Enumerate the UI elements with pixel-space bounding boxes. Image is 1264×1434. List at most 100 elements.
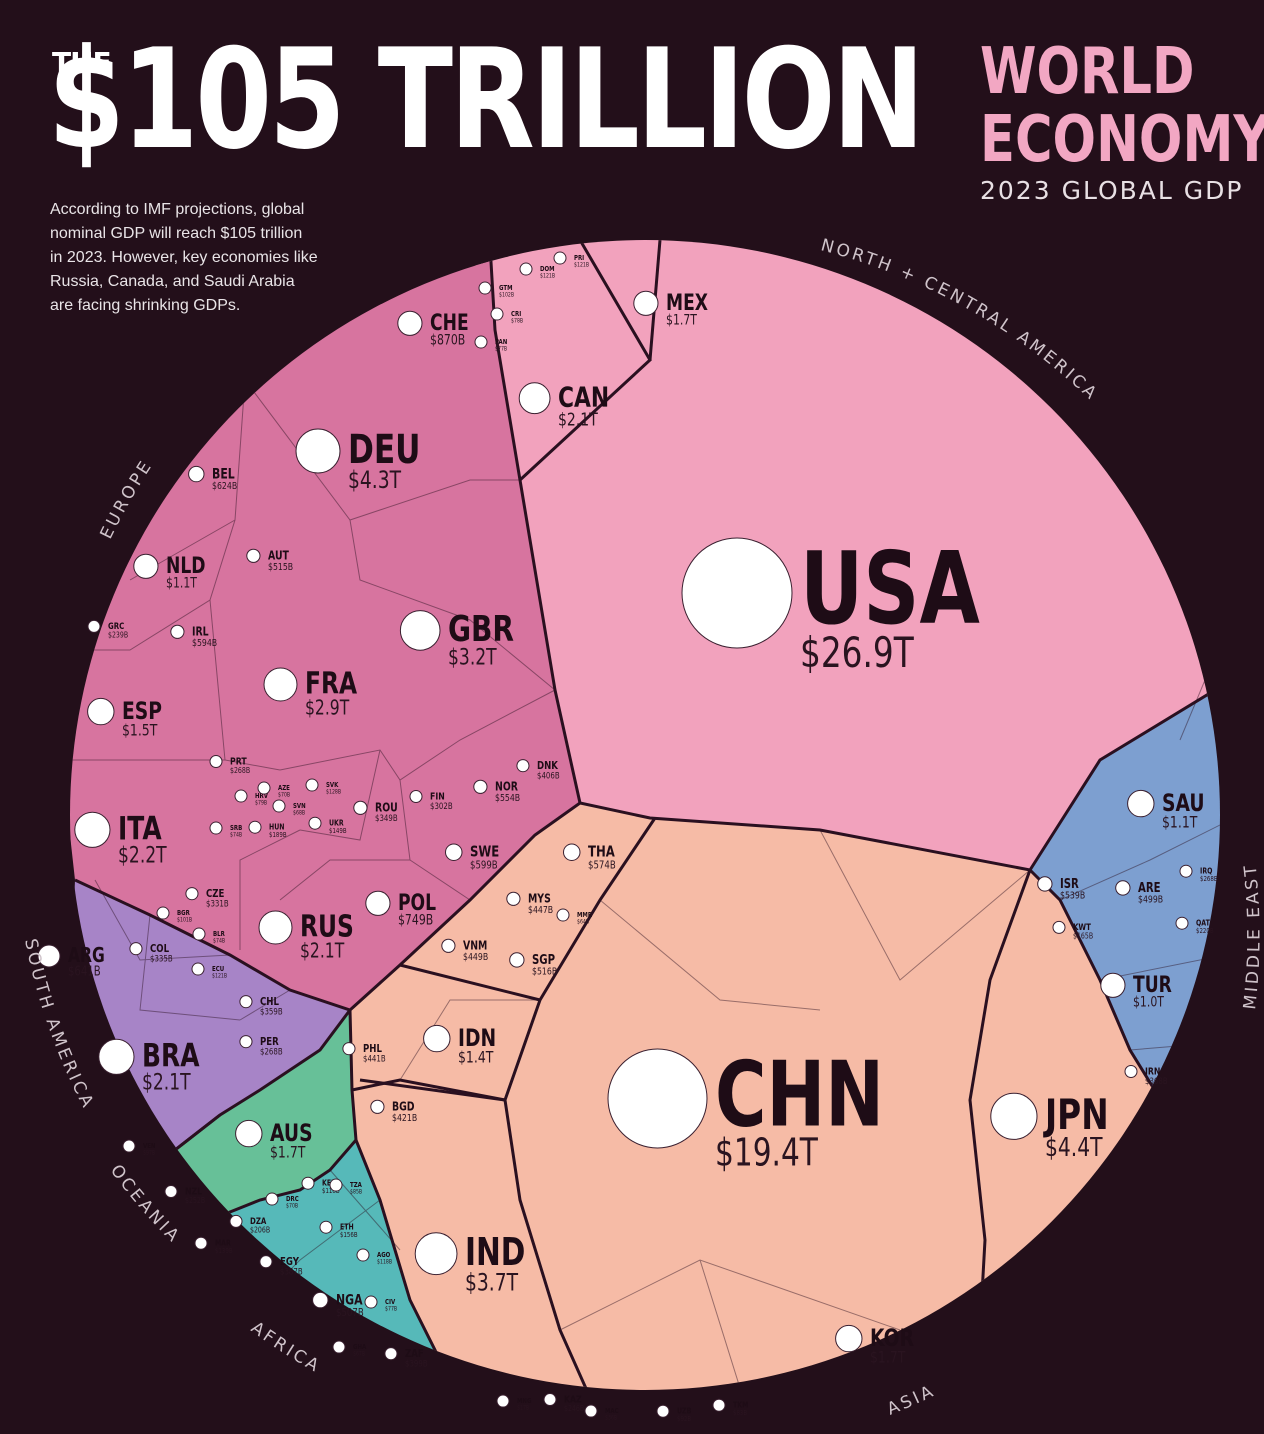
country-value: $206B: [250, 1225, 270, 1235]
flag-icon: [259, 1255, 273, 1269]
country-value: $79B: [255, 800, 267, 807]
country-value: $3.2T: [448, 644, 497, 670]
country-code: UKR: [329, 818, 344, 828]
country-mys: MYS$447B: [506, 891, 553, 916]
country-deu: DEU$4.3T: [295, 427, 421, 495]
country-value: $641B: [68, 963, 101, 979]
flag-icon: [1179, 864, 1193, 878]
country-value: $268B: [260, 1047, 283, 1057]
country-mex: MEX$1.7T: [633, 290, 708, 328]
country-code: IRN: [1145, 1067, 1160, 1078]
flag-icon: [518, 382, 551, 415]
country-kaz: KAZ$246B: [543, 1393, 584, 1413]
country-value: $67B: [353, 1351, 365, 1358]
country-code: IDN: [458, 1025, 496, 1053]
country-value: $2.1T: [558, 409, 598, 430]
country-zaf: ZAF$399B: [384, 1347, 428, 1369]
country-can: CAN$2.1T: [518, 381, 609, 430]
country-code: MAR: [215, 1238, 231, 1248]
country-col: COL$335B: [129, 942, 173, 964]
country-bgd: BGD$421B: [370, 1099, 417, 1124]
country-per: PER$268B: [239, 1035, 283, 1057]
country-value: $335B: [150, 954, 173, 964]
country-value: $74B: [230, 832, 242, 839]
country-value: $441B: [363, 1054, 386, 1064]
country-code: GTM: [499, 285, 513, 293]
flag-icon: [301, 1176, 315, 1190]
country-gtm: GTM$102B: [478, 281, 514, 299]
flag-icon: [364, 1295, 378, 1309]
country-code: PHL: [363, 1043, 383, 1055]
country-value: $1.1T: [1162, 814, 1198, 832]
flag-icon: [295, 428, 341, 474]
country-code: CHL: [260, 996, 280, 1008]
flag-icon: [342, 1042, 356, 1056]
country-value: $1.5T: [122, 722, 158, 740]
flag-icon: [423, 1024, 451, 1053]
country-value: $4.4T: [1045, 1133, 1103, 1163]
country-value: $220B: [1196, 927, 1214, 935]
country-egy: EGY$387B: [259, 1255, 303, 1277]
country-code: BGR: [177, 910, 190, 918]
flag-icon: [441, 938, 456, 953]
country-code: SVK: [326, 782, 339, 790]
country-irl: IRL$594B: [170, 624, 217, 649]
country-dnk: DNK$406B: [516, 759, 560, 781]
country-code: ROU: [375, 800, 398, 814]
country-code: USA: [800, 532, 980, 648]
country-value: $78B: [511, 318, 523, 325]
flag-icon: [1127, 789, 1155, 818]
country-sgp: SGP$516B: [509, 952, 557, 978]
flag-icon: [308, 816, 322, 830]
country-tza: TZA$85B: [329, 1178, 362, 1196]
country-sau: SAU$1.1T: [1127, 789, 1205, 832]
country-value: $2.1T: [142, 1069, 191, 1095]
country-value: $118B: [322, 1187, 340, 1195]
country-code: RUS: [300, 910, 354, 945]
flag-icon: [473, 779, 488, 794]
country-fra: FRA$2.9T: [263, 667, 357, 720]
country-code: ESP: [122, 698, 162, 726]
country-ita: ITA$2.2T: [74, 809, 167, 868]
country-code: QAT: [1196, 918, 1210, 928]
flag-icon: [188, 465, 205, 483]
flag-icon: [516, 759, 530, 773]
country-kwt: KWT$165B: [1052, 920, 1093, 941]
flag-icon: [194, 1236, 208, 1250]
flag-icon: [509, 952, 525, 968]
flag-icon: [409, 790, 423, 803]
country-code: HUN: [269, 822, 284, 832]
country-ago: AGO$118B: [356, 1248, 392, 1266]
flag-icon: [1037, 876, 1053, 892]
flag-icon: [258, 910, 293, 945]
flag-icon: [248, 820, 262, 834]
flag-icon: [129, 942, 143, 956]
country-mar: MAR$139B: [194, 1236, 233, 1255]
country-code: NZL: [185, 1187, 202, 1198]
country-code: AGO: [377, 1252, 391, 1260]
flag-icon: [478, 281, 492, 295]
country-code: VNM: [463, 938, 487, 952]
flag-icon: [239, 1035, 253, 1049]
country-bra: BRA$2.1T: [98, 1036, 200, 1095]
flag-icon: [365, 890, 391, 916]
country-ken: KEN$118B: [301, 1176, 340, 1195]
country-value: $406B: [537, 771, 560, 781]
region-label: OCEANIA: [106, 1161, 185, 1248]
flag-icon: [263, 667, 298, 702]
flag-icon: [265, 1192, 279, 1206]
country-rus: RUS$2.1T: [258, 910, 354, 963]
country-chn: CHN$19.4T: [607, 1043, 884, 1175]
country-value: $149B: [329, 827, 347, 835]
country-value: $1.7T: [270, 1144, 306, 1162]
country-code: AUT: [268, 548, 289, 562]
country-usa: USA$26.9T: [681, 532, 980, 677]
country-vnm: VNM$449B: [441, 938, 488, 963]
country-eth: ETH$156B: [319, 1220, 358, 1239]
country-bgr: BGR$101B: [156, 906, 192, 924]
country-value: $36B: [605, 1415, 617, 1422]
country-grc: GRC$239B: [87, 619, 128, 640]
country-code: TZA: [350, 1182, 362, 1190]
country-value: $515B: [268, 562, 293, 573]
